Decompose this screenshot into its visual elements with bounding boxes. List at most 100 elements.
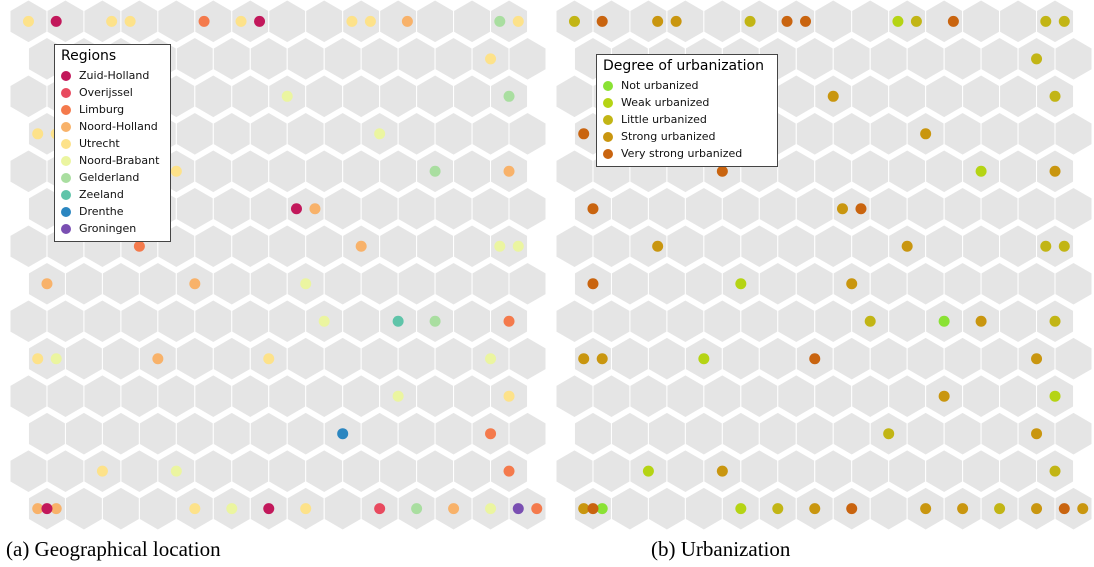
hex-cell <box>27 411 66 456</box>
hex-cell <box>286 336 325 381</box>
hex-cell <box>777 374 816 419</box>
legend-title: Degree of urbanization <box>603 58 764 74</box>
data-point <box>781 15 793 27</box>
hex-cell <box>231 224 270 269</box>
hex-cell <box>64 411 103 456</box>
hex-cell <box>157 374 196 419</box>
hex-cell <box>212 411 251 456</box>
hex-cell <box>1054 486 1093 530</box>
hex-cell <box>943 336 982 381</box>
hex-cell <box>758 336 797 381</box>
data-point <box>846 503 858 515</box>
hex-cell <box>490 224 529 269</box>
legend-swatch <box>61 121 71 132</box>
data-point <box>300 278 312 290</box>
hex-cell <box>999 149 1038 194</box>
data-point <box>827 90 839 102</box>
hex-cell <box>138 486 177 530</box>
hex-cell <box>360 336 399 381</box>
data-point <box>235 15 247 27</box>
data-point <box>374 128 386 140</box>
legend-entry: Gelderland <box>61 169 164 186</box>
hex-cell <box>471 261 510 306</box>
hex-cell <box>9 224 48 269</box>
hex-cell <box>777 299 816 344</box>
data-point <box>864 315 876 327</box>
hex-cell <box>943 411 982 456</box>
hex-cell <box>610 411 649 456</box>
hex-cell <box>268 449 307 494</box>
data-point <box>503 465 515 477</box>
hex-cell <box>360 411 399 456</box>
data-point <box>133 240 145 252</box>
hex-cell <box>323 111 362 156</box>
legend-entry: Very strong urbanized <box>603 145 771 162</box>
hex-cell <box>194 374 233 419</box>
hex-cell <box>851 449 890 494</box>
hex-cell <box>286 111 325 156</box>
data-point <box>1049 315 1061 327</box>
legend-entry: Little urbanized <box>603 111 771 128</box>
hex-cell <box>740 449 779 494</box>
hex-cell <box>416 0 455 44</box>
hex-cell <box>962 0 1001 44</box>
hex-cell <box>268 149 307 194</box>
hex-cell <box>212 186 251 231</box>
hex-cell <box>175 186 214 231</box>
hex-cell <box>249 261 288 306</box>
hex-cell <box>1054 36 1093 81</box>
data-point <box>503 390 515 402</box>
data-point <box>96 465 108 477</box>
hex-cell <box>555 299 594 344</box>
hex-cell <box>869 36 908 81</box>
hex-cell <box>666 299 705 344</box>
hex-cell <box>379 74 418 119</box>
data-point <box>735 278 747 290</box>
data-point <box>170 165 182 177</box>
hex-cell <box>758 186 797 231</box>
hex-cell <box>120 449 159 494</box>
hex-cell <box>629 374 668 419</box>
hex-cell <box>869 111 908 156</box>
hex-cell <box>980 111 1019 156</box>
hex-cell <box>342 74 381 119</box>
hex-cell <box>434 186 473 231</box>
hex-cell <box>943 261 982 306</box>
data-point <box>596 15 608 27</box>
hex-cell <box>925 224 964 269</box>
legend-entry: Not urbanized <box>603 77 771 94</box>
hex-cell <box>508 111 547 156</box>
hex-cell <box>795 411 834 456</box>
hex-cell <box>777 74 816 119</box>
hex-cell <box>101 486 140 530</box>
data-point <box>503 315 515 327</box>
hex-cell <box>268 0 307 44</box>
hex-cell <box>286 411 325 456</box>
hex-cell <box>721 411 760 456</box>
hex-cell <box>194 224 233 269</box>
hex-cell <box>851 374 890 419</box>
data-point <box>281 90 293 102</box>
legend-label: Little urbanized <box>621 113 707 126</box>
hex-cell <box>592 449 631 494</box>
hex-cell <box>453 224 492 269</box>
data-point <box>652 240 664 252</box>
data-point <box>300 503 312 515</box>
hex-cell <box>980 261 1019 306</box>
hex-cell <box>851 224 890 269</box>
data-point <box>448 503 460 515</box>
hex-cell <box>814 299 853 344</box>
legend-swatch <box>61 104 71 115</box>
hex-cell <box>175 36 214 81</box>
hex-cell <box>379 449 418 494</box>
hex-cell <box>471 111 510 156</box>
hex-cell <box>46 374 85 419</box>
hex-cell <box>943 111 982 156</box>
hex-cell <box>906 36 945 81</box>
hex-cell <box>777 449 816 494</box>
data-point <box>578 353 590 365</box>
hex-cell <box>120 299 159 344</box>
hex-cell <box>610 486 649 530</box>
hex-cell <box>869 186 908 231</box>
hex-cell <box>740 299 779 344</box>
